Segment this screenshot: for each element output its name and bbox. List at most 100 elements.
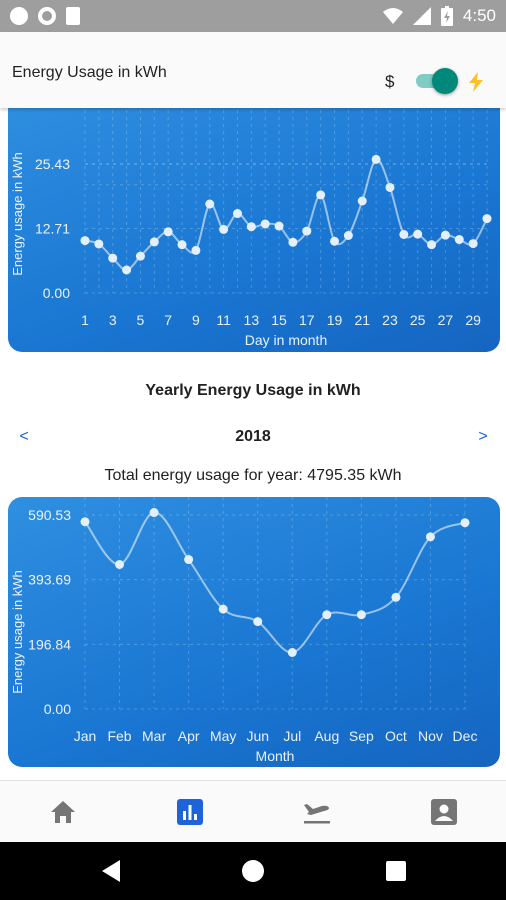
y-axis-title: Energy usage in kWh — [10, 570, 25, 694]
home-button-icon[interactable] — [238, 856, 268, 886]
status-bar: 4:50 — [0, 0, 506, 32]
data-point — [184, 555, 194, 565]
x-tick-label: Apr — [178, 728, 200, 744]
data-point — [287, 647, 297, 657]
x-tick-label: 19 — [327, 312, 343, 328]
data-point — [205, 199, 215, 209]
x-tick-label: Sep — [349, 728, 374, 744]
unit-toggle[interactable] — [414, 68, 458, 94]
x-tick-label: 25 — [410, 312, 426, 328]
next-year-button[interactable]: > — [478, 428, 488, 445]
data-point — [460, 518, 470, 528]
y-tick-label: 0.00 — [43, 285, 70, 301]
data-point — [218, 604, 228, 614]
data-point — [149, 237, 159, 247]
data-point — [316, 190, 326, 200]
year-label: 2018 — [235, 428, 271, 445]
data-point — [413, 229, 423, 239]
data-point — [122, 265, 132, 275]
data-point — [425, 532, 435, 542]
data-point — [288, 237, 298, 247]
x-tick-label: Mar — [142, 728, 166, 744]
data-point — [399, 229, 409, 239]
recents-icon[interactable] — [381, 856, 411, 886]
data-point — [260, 219, 270, 229]
x-tick-label: 5 — [137, 312, 145, 328]
data-point — [80, 517, 90, 527]
year-total: Total energy usage for year: 4795.35 kWh — [104, 467, 402, 484]
data-point — [343, 231, 353, 241]
x-tick-label: 13 — [244, 312, 260, 328]
x-tick-label: 27 — [438, 312, 454, 328]
signal-icon — [412, 7, 431, 25]
data-point — [135, 251, 145, 261]
data-point — [232, 209, 242, 219]
x-tick-label: 23 — [382, 312, 398, 328]
data-point — [440, 230, 450, 240]
y-tick-label: 12.71 — [35, 221, 70, 237]
data-point — [482, 214, 492, 224]
x-tick-label: Feb — [107, 728, 131, 744]
back-icon[interactable] — [96, 856, 126, 886]
flight-icon — [304, 804, 330, 824]
data-point — [385, 182, 395, 192]
tab-account[interactable] — [427, 795, 461, 829]
x-tick-label: Oct — [385, 728, 407, 744]
data-point — [219, 224, 229, 234]
yearly-title: Yearly Energy Usage in kWh — [145, 382, 361, 399]
home-icon — [51, 801, 75, 823]
data-point — [357, 196, 367, 206]
x-tick-label: Aug — [314, 728, 339, 744]
prev-year-button[interactable]: < — [19, 428, 29, 445]
battery-charging-icon — [440, 6, 453, 26]
data-point — [391, 592, 401, 602]
bottom-nav — [0, 780, 506, 842]
circle-icon — [38, 7, 56, 25]
data-point — [149, 508, 159, 518]
monthly-chart: 0.00 12.71 25.43 1 3 5 7 9 11 13 15 17 19 21 23 25 27 29 D… — [8, 96, 500, 352]
data-point — [108, 253, 118, 263]
bolt-icon — [469, 72, 483, 92]
chart-icon — [177, 799, 203, 825]
data-point — [163, 227, 173, 237]
data-point — [177, 240, 187, 250]
tab-chart[interactable] — [173, 795, 207, 829]
clock: 4:50 — [462, 6, 496, 25]
data-point — [253, 617, 263, 627]
data-point — [322, 610, 332, 620]
data-point — [115, 559, 125, 569]
data-point — [427, 240, 437, 250]
y-tick-label: 25.43 — [35, 156, 70, 172]
page-title: Energy Usage in kWh — [12, 64, 167, 81]
x-tick-label: Dec — [453, 728, 478, 744]
data-point — [246, 222, 256, 232]
tab-flight[interactable] — [300, 795, 334, 829]
x-tick-label: Nov — [418, 728, 443, 744]
currency-label: $ — [385, 72, 395, 91]
series-line — [84, 511, 466, 654]
x-tick-label: 17 — [299, 312, 315, 328]
app-header: Energy Usage in kWh $ — [0, 32, 506, 108]
y-tick-label: 196.84 — [28, 636, 71, 652]
data-point — [371, 154, 381, 164]
y-tick-label: 590.53 — [28, 507, 71, 523]
data-point — [468, 239, 478, 249]
x-tick-label: 29 — [465, 312, 481, 328]
data-point — [191, 245, 201, 255]
wifi-icon — [382, 8, 403, 24]
data-point — [302, 226, 312, 236]
series-line — [84, 158, 488, 271]
x-tick-label: 3 — [109, 312, 117, 328]
x-tick-label: Jan — [74, 728, 97, 744]
x-tick-label: 15 — [271, 312, 287, 328]
toggle-thumb[interactable] — [432, 68, 458, 94]
tab-home[interactable] — [46, 795, 80, 829]
data-point — [330, 236, 340, 246]
data-point — [274, 221, 284, 231]
x-tick-label: 1 — [81, 312, 89, 328]
data-point — [454, 235, 464, 245]
android-icon — [10, 7, 28, 25]
account-icon — [431, 799, 457, 825]
y-axis-title: Energy usage in kWh — [10, 152, 25, 276]
